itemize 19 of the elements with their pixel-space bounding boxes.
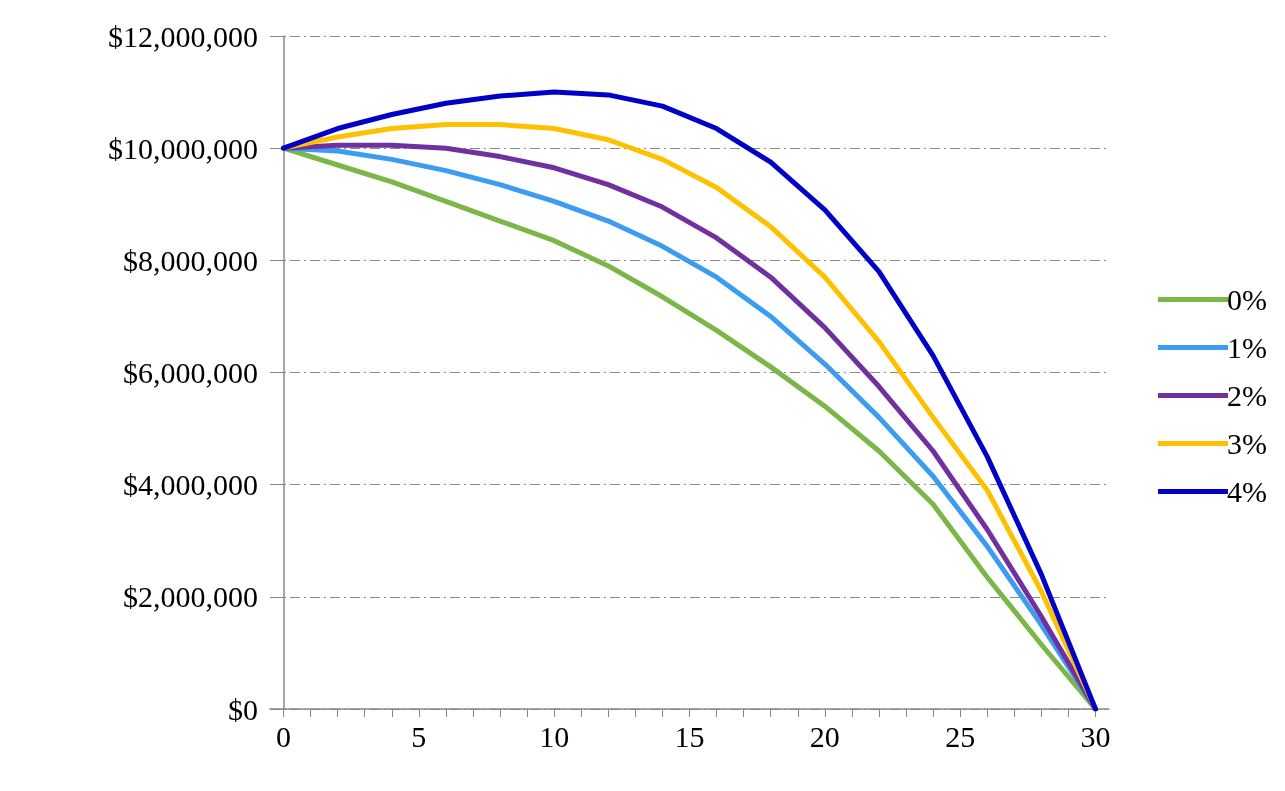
y-tick-label: $12,000,000 xyxy=(108,19,258,53)
x-tick-label: 30 xyxy=(1080,719,1111,753)
y-tick-label: $4,000,000 xyxy=(123,468,258,502)
x-tick-label: 20 xyxy=(809,719,840,753)
y-tick-label: $8,000,000 xyxy=(123,243,258,277)
y-tick-label: $0 xyxy=(228,692,258,726)
legend-label: 3% xyxy=(1227,427,1268,460)
y-tick-label: $2,000,000 xyxy=(123,580,258,614)
legend-label: 4% xyxy=(1227,475,1268,508)
legend-label: 2% xyxy=(1227,379,1268,412)
y-tick-label: $10,000,000 xyxy=(108,131,258,165)
legend-label: 1% xyxy=(1227,331,1268,364)
x-tick-label: 10 xyxy=(539,719,570,753)
x-tick-label: 0 xyxy=(276,719,292,753)
x-tick-label: 25 xyxy=(945,719,976,753)
legend-label: 0% xyxy=(1227,283,1268,316)
x-tick-label: 5 xyxy=(411,719,427,753)
y-tick-label: $6,000,000 xyxy=(123,356,258,389)
x-tick-label: 15 xyxy=(674,719,705,753)
